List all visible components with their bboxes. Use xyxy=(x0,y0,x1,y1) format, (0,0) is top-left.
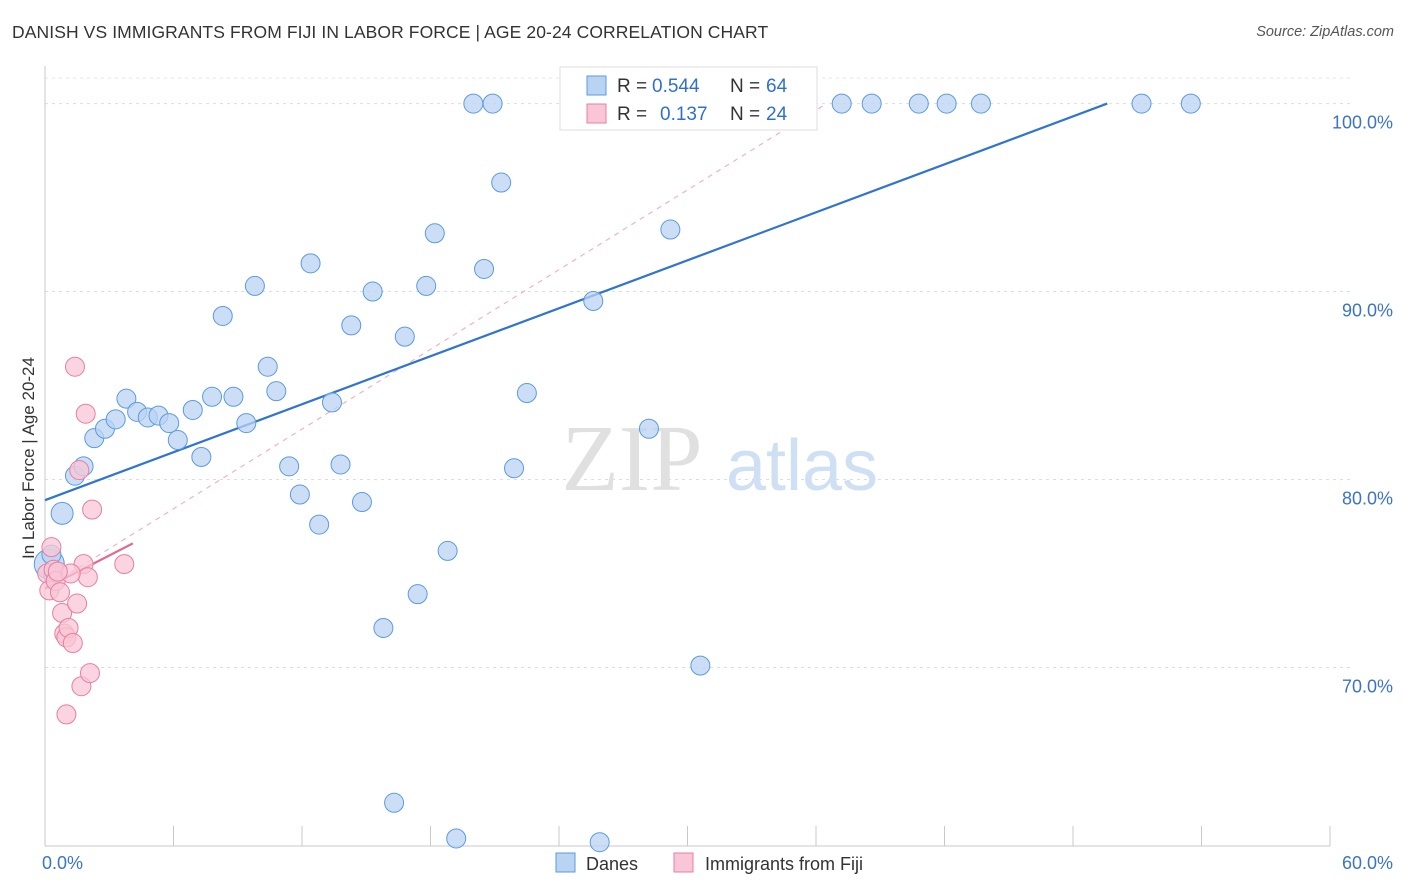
point-danes-60 xyxy=(1180,93,1201,114)
point-fiji-5 xyxy=(49,582,70,603)
point-danes-20 xyxy=(266,381,287,402)
chart-title: DANISH VS IMMIGRANTS FROM FIJI IN LABOR … xyxy=(12,22,769,42)
point-fiji-16 xyxy=(75,403,96,424)
point-danes-58 xyxy=(970,93,991,114)
point-danes-31 xyxy=(384,792,405,813)
point-fiji-11 xyxy=(64,356,85,377)
scatter-points xyxy=(33,93,1201,853)
bottom-legend: Danes Immigrants from Fiji xyxy=(555,852,863,874)
axes xyxy=(44,66,1331,847)
legend-n-value-1: 64 xyxy=(766,76,788,97)
point-danes-57 xyxy=(936,93,957,114)
point-danes-19 xyxy=(257,356,278,377)
gridlines xyxy=(45,77,1350,668)
legend-n-label-1: N = xyxy=(730,76,760,97)
point-danes-28 xyxy=(351,492,372,513)
point-fiji-18 xyxy=(79,663,100,684)
watermark-zip: ZIP xyxy=(562,407,703,511)
point-fiji-12 xyxy=(67,593,88,614)
point-danes-49 xyxy=(660,219,681,240)
point-danes-27 xyxy=(341,315,362,336)
point-danes-21 xyxy=(279,456,300,477)
y-tick-label-3: 70.0% xyxy=(1342,676,1393,696)
legend-r-label-2: R = xyxy=(617,104,647,125)
watermark: ZIP atlas xyxy=(562,407,879,511)
chart-source: Source: ZipAtlas.com xyxy=(1256,24,1394,40)
point-danes-18 xyxy=(244,275,265,296)
y-tick-label-1: 90.0% xyxy=(1342,301,1393,321)
point-danes-10 xyxy=(159,413,180,434)
point-danes-13 xyxy=(191,446,212,467)
trend-lines xyxy=(44,102,1108,590)
point-danes-29 xyxy=(362,281,383,302)
point-danes-56 xyxy=(908,93,929,114)
point-fiji-10 xyxy=(62,633,83,654)
point-danes-59 xyxy=(1131,93,1152,114)
point-danes-15 xyxy=(212,305,233,326)
legend-r-value-1: 0.544 xyxy=(652,76,700,97)
x-tick-label-0: 0.0% xyxy=(42,853,83,873)
legend-swatch-fiji xyxy=(586,103,607,124)
point-danes-34 xyxy=(416,275,437,296)
point-fiji-20 xyxy=(56,704,77,725)
watermark-atlas: atlas xyxy=(726,426,878,506)
point-danes-11 xyxy=(167,430,188,451)
point-danes-23 xyxy=(300,253,321,274)
point-danes-25 xyxy=(321,392,342,413)
point-danes-37 xyxy=(446,828,467,849)
point-danes-54 xyxy=(831,93,852,114)
point-danes-26 xyxy=(330,454,351,475)
bottom-legend-label-danes: Danes xyxy=(586,854,638,874)
point-fiji-23 xyxy=(47,561,68,582)
legend-n-value-2: 24 xyxy=(766,104,788,125)
legend-swatch-danes xyxy=(586,75,607,96)
bottom-legend-swatch-danes xyxy=(555,852,576,873)
bottom-legend-label-fiji: Immigrants from Fiji xyxy=(705,854,863,874)
point-danes-39 xyxy=(474,258,495,279)
point-danes-32 xyxy=(394,326,415,347)
point-danes-24 xyxy=(309,514,330,535)
point-danes-36 xyxy=(437,540,458,561)
point-danes-46 xyxy=(589,832,610,853)
point-danes-33 xyxy=(407,584,428,605)
point-danes-45 xyxy=(583,290,604,311)
point-fiji-21 xyxy=(114,554,135,575)
point-danes-38 xyxy=(463,93,484,114)
point-fiji-17 xyxy=(77,567,98,588)
point-danes-12 xyxy=(182,399,203,420)
point-danes-0 xyxy=(50,501,74,525)
point-danes-55 xyxy=(861,93,882,114)
point-danes-14 xyxy=(202,386,223,407)
point-danes-35 xyxy=(424,223,445,244)
legend: R = 0.544 N = 64 R = 0.137 N = 24 xyxy=(559,66,818,131)
point-danes-22 xyxy=(289,484,310,505)
x-tick-label-1: 60.0% xyxy=(1342,853,1393,873)
point-danes-5 xyxy=(105,409,126,430)
point-fiji-13 xyxy=(69,460,90,481)
point-danes-17 xyxy=(236,413,257,434)
point-danes-30 xyxy=(373,617,394,638)
point-danes-41 xyxy=(491,172,512,193)
legend-n-label-2: N = xyxy=(730,104,760,125)
point-danes-43 xyxy=(516,383,537,404)
trend-line-fiji-extended xyxy=(44,103,828,590)
legend-r-value-2: 0.137 xyxy=(660,104,708,125)
legend-r-label-1: R = xyxy=(617,76,647,97)
point-fiji-19 xyxy=(82,499,103,520)
bottom-legend-swatch-fiji xyxy=(673,852,694,873)
tick-labels: 100.0% 90.0% 80.0% 70.0% 0.0% 60.0% xyxy=(42,113,1393,873)
y-tick-label-2: 80.0% xyxy=(1342,488,1393,508)
y-axis-label: In Labor Force | Age 20-24 xyxy=(19,357,38,559)
point-danes-51 xyxy=(690,655,711,676)
point-danes-48 xyxy=(638,418,659,439)
point-fiji-2 xyxy=(41,537,62,558)
trend-line-danes xyxy=(44,102,1108,502)
y-tick-label-0: 100.0% xyxy=(1332,113,1393,133)
point-danes-42 xyxy=(504,458,525,479)
point-danes-16 xyxy=(223,386,244,407)
point-danes-40 xyxy=(482,93,503,114)
point-danes-6 xyxy=(116,388,137,409)
